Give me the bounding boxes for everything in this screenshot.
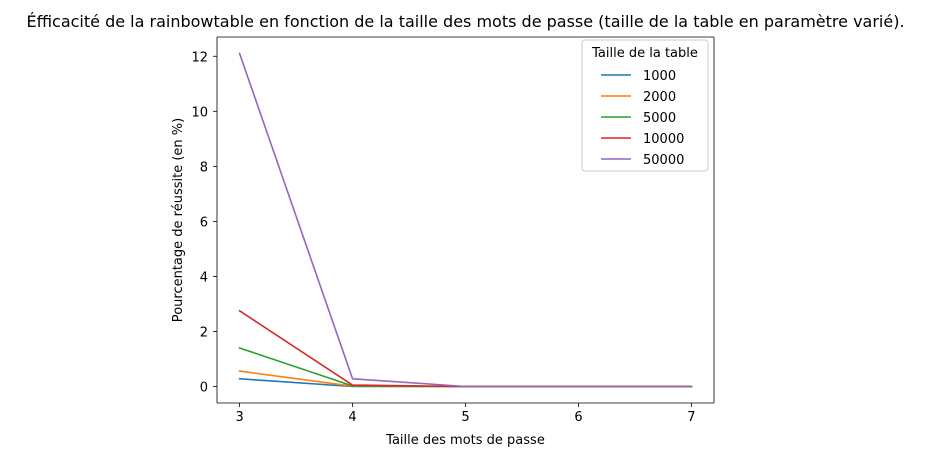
series-layer xyxy=(238,52,693,388)
legend-label-2000: 2000 xyxy=(643,90,676,105)
y-tick-label: 2 xyxy=(200,325,208,340)
y-axis-label: Pourcentage de réussite (en %) xyxy=(171,118,186,322)
legend-items: 1000 2000 5000 10000 50000 xyxy=(601,69,684,168)
x-axis-label: Taille des mots de passe xyxy=(385,433,545,448)
y-tick-label: 8 xyxy=(200,160,208,175)
chart-title: Éfficacité de la rainbowtable en fonctio… xyxy=(26,12,904,31)
y-tick-label: 10 xyxy=(191,105,208,120)
x-tick-label: 6 xyxy=(574,410,582,425)
y-tick-label: 0 xyxy=(200,380,208,395)
legend-label-5000: 5000 xyxy=(643,111,676,126)
legend-label-50000: 50000 xyxy=(643,153,684,168)
x-tick-label: 4 xyxy=(348,410,356,425)
legend-label-1000: 1000 xyxy=(643,69,676,84)
y-tick-label: 4 xyxy=(200,270,208,285)
x-tick-label: 3 xyxy=(235,410,243,425)
legend-label-10000: 10000 xyxy=(643,132,684,147)
x-tick-label: 5 xyxy=(461,410,469,425)
y-axis-ticks: 0 2 4 6 8 10 12 xyxy=(191,50,217,395)
y-tick-label: 6 xyxy=(200,215,208,230)
x-tick-label: 7 xyxy=(687,410,695,425)
legend-title: Taille de la table xyxy=(591,46,698,61)
legend: Taille de la table 1000 2000 5000 10000 5000… xyxy=(581,39,709,172)
y-tick-label: 12 xyxy=(191,50,208,65)
series-line-50000 xyxy=(238,52,693,388)
x-axis-ticks: 3 4 5 6 7 xyxy=(235,403,696,425)
